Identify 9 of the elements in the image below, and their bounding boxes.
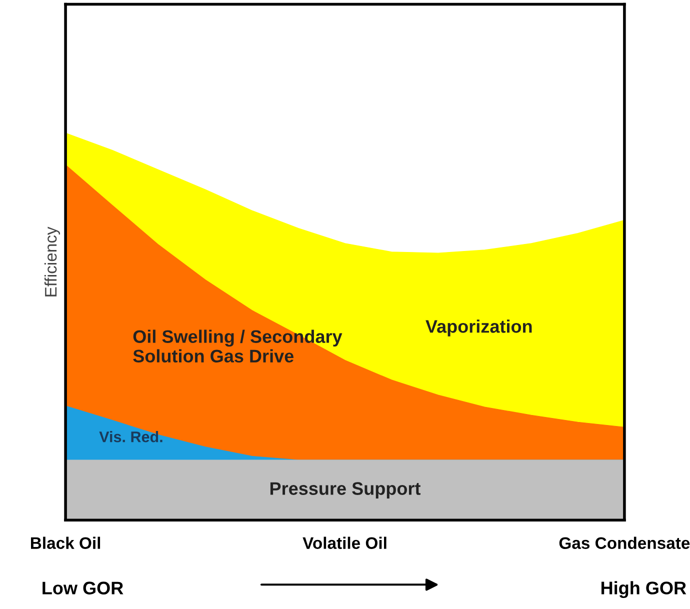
x-tick-label: Black Oil [31,536,100,549]
text: High GOR [602,581,686,598]
y-axis-title: Efficiency [44,226,60,296]
series-label: Pressure Support [270,482,421,499]
x-tick-label: Gas Condensate [559,536,690,549]
series-label: Vis. Red. [99,431,162,442]
x-tick-label: Volatile Oil [302,536,386,549]
series-label: Vaporization [426,320,532,336]
text: Low GOR [42,582,124,594]
